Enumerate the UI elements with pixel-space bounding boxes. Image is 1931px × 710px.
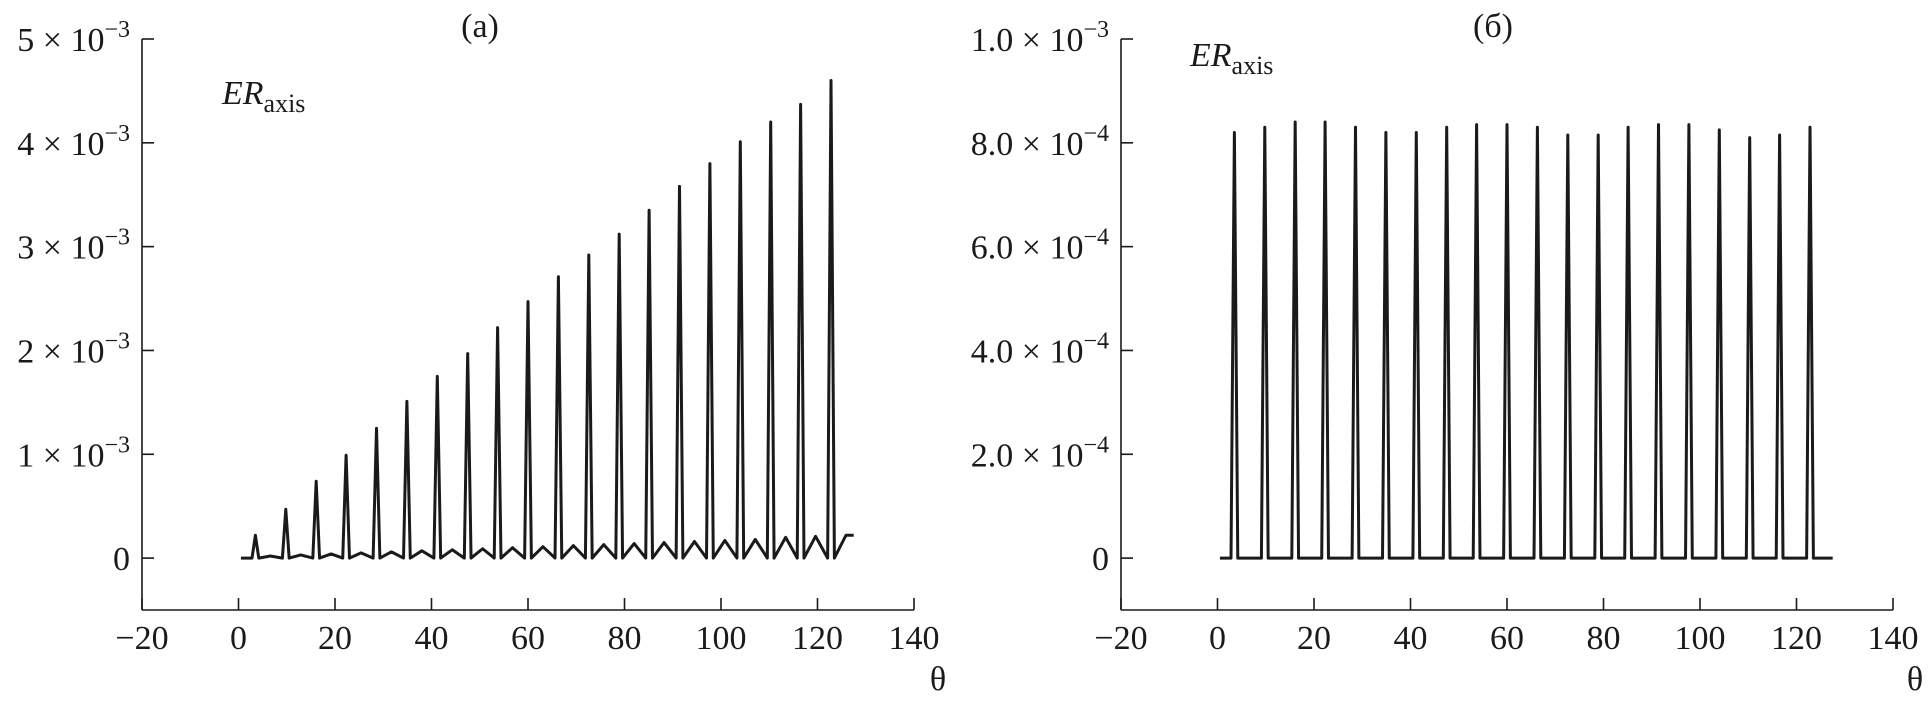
x-tick-label: 40: [1394, 620, 1428, 657]
data-line: [1219, 120, 1833, 560]
y-tick-label: 3 × 10−3: [17, 225, 130, 267]
x-tick-label: 80: [608, 620, 642, 657]
x-tick-label: 80: [1587, 620, 1621, 657]
y-tick-exponent: −3: [1083, 17, 1109, 43]
x-tick-label: −20: [1094, 620, 1147, 657]
x-tick-label: 120: [1771, 620, 1822, 657]
y-tick-mantissa: 3 × 10: [17, 230, 104, 267]
y-tick-exponent: −3: [104, 225, 130, 251]
x-tick-label: 60: [511, 620, 545, 657]
y-tick-label: 0: [113, 541, 130, 578]
y-tick-mantissa: 4 × 10: [17, 126, 104, 163]
panel: 02.0 × 10−44.0 × 10−46.0 × 10−48.0 × 10−…: [971, 8, 1923, 698]
panel-title: (б): [1473, 8, 1513, 45]
y-tick-label: 0: [1092, 541, 1109, 578]
x-tick-label: 0: [230, 620, 247, 657]
x-tick-label: 40: [415, 620, 449, 657]
x-axis-label: θ: [930, 661, 946, 698]
y-tick-exponent: −4: [1083, 328, 1109, 354]
y-tick-exponent: −3: [104, 121, 130, 147]
y-tick-exponent: −3: [104, 432, 130, 458]
y-tick-label: 4 × 10−3: [17, 121, 130, 163]
y-label-sub: axis: [1232, 51, 1274, 80]
data-line: [240, 79, 854, 560]
x-tick-label: 100: [696, 620, 747, 657]
y-axis-label: ERaxis: [221, 75, 305, 118]
x-tick-label: 140: [1868, 620, 1919, 657]
y-tick-exponent: −3: [104, 17, 130, 43]
panel-title: (a): [461, 8, 499, 45]
y-tick-mantissa: 5 × 10: [17, 22, 104, 59]
y-tick-label: 1.0 × 10−3: [971, 17, 1109, 59]
y-axis-label: ERaxis: [1189, 37, 1273, 80]
y-tick-label: 2 × 10−3: [17, 328, 130, 370]
panel: 01 × 10−32 × 10−33 × 10−34 × 10−35 × 10−…: [17, 8, 946, 698]
y-tick-mantissa: 1.0 × 10: [971, 22, 1084, 59]
x-tick-label: 20: [318, 620, 352, 657]
y-tick-exponent: −4: [1083, 121, 1109, 147]
y-tick-exponent: −4: [1083, 432, 1109, 458]
y-tick-mantissa: 1 × 10: [17, 437, 104, 474]
y-tick-label: 6.0 × 10−4: [971, 225, 1109, 267]
x-tick-label: 120: [792, 620, 843, 657]
y-tick-label: 4.0 × 10−4: [971, 328, 1109, 370]
y-label-main: ER: [1189, 37, 1232, 74]
x-tick-label: 0: [1209, 620, 1226, 657]
y-tick-exponent: −4: [1083, 225, 1109, 251]
y-tick-mantissa: 4.0 × 10: [971, 333, 1084, 370]
x-tick-label: 60: [1490, 620, 1524, 657]
x-tick-label: 100: [1675, 620, 1726, 657]
y-label-main: ER: [221, 75, 264, 112]
y-tick-mantissa: 6.0 × 10: [971, 230, 1084, 267]
x-tick-label: −20: [115, 620, 168, 657]
y-tick-mantissa: 8.0 × 10: [971, 126, 1084, 163]
y-tick-label: 2.0 × 10−4: [971, 432, 1109, 474]
y-tick-exponent: −3: [104, 328, 130, 354]
y-tick-label: 1 × 10−3: [17, 432, 130, 474]
y-tick-label: 5 × 10−3: [17, 17, 130, 59]
y-tick-mantissa: 2.0 × 10: [971, 437, 1084, 474]
y-tick-mantissa: 2 × 10: [17, 333, 104, 370]
y-label-sub: axis: [264, 89, 306, 118]
y-tick-label: 8.0 × 10−4: [971, 121, 1109, 163]
x-tick-label: 20: [1297, 620, 1331, 657]
x-tick-label: 140: [889, 620, 940, 657]
x-axis-label: θ: [1907, 661, 1923, 698]
